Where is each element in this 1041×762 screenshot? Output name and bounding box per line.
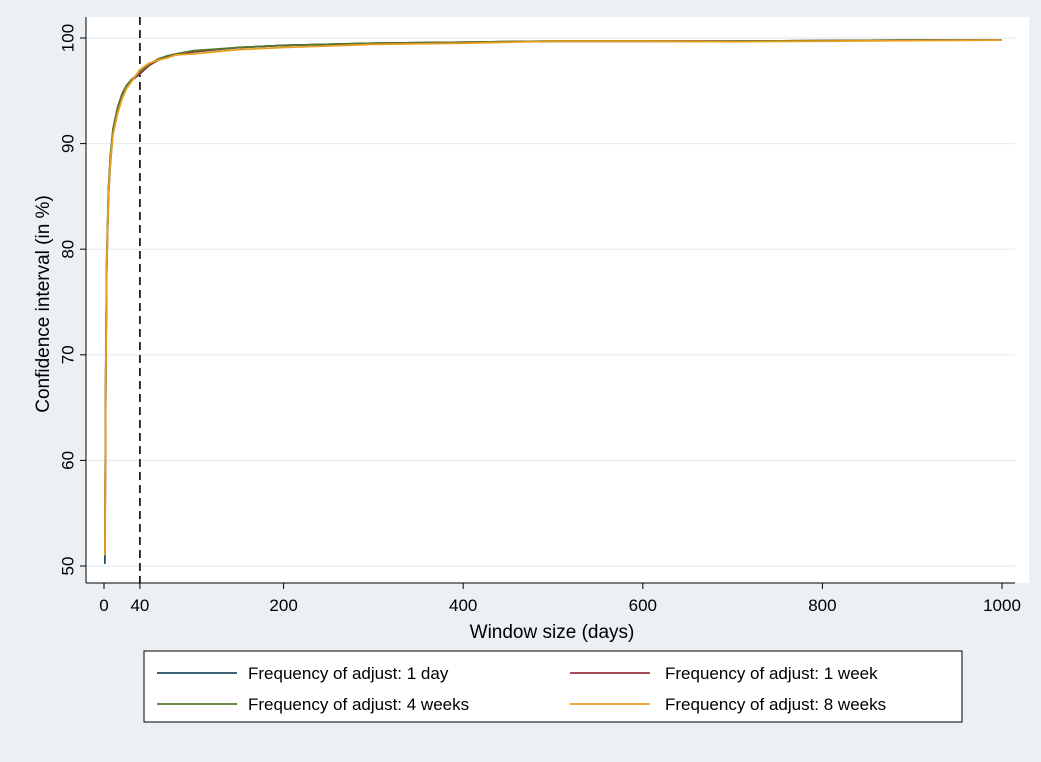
- legend-label: Frequency of adjust: 1 week: [665, 664, 878, 683]
- y-axis-label: Confidence interval (in %): [33, 195, 54, 413]
- plot-background: [86, 17, 1029, 583]
- y-tick-label: 80: [58, 240, 77, 259]
- y-tick-label: 90: [58, 134, 77, 153]
- series-line-4: [104, 39, 1003, 556]
- legend-label: Frequency of adjust: 8 weeks: [665, 695, 886, 714]
- x-tick-label: 800: [808, 596, 836, 615]
- y-tick-label: 70: [58, 345, 77, 364]
- grid-lines: [86, 37, 1015, 567]
- x-tick-label: 0: [99, 596, 108, 615]
- y-tick-label: 100: [58, 24, 77, 52]
- legend-label: Frequency of adjust: 4 weeks: [248, 695, 469, 714]
- x-tick-label: 200: [269, 596, 297, 615]
- x-tick-label: 400: [449, 596, 477, 615]
- y-tick-label: 50: [58, 557, 77, 576]
- y-tick-label: 60: [58, 451, 77, 470]
- legend: Frequency of adjust: 1 day Frequency of a…: [143, 650, 963, 723]
- x-tick-label: 1000: [983, 596, 1021, 615]
- x-tick-label: 40: [130, 596, 149, 615]
- series-group: [104, 39, 1003, 564]
- legend-label: Frequency of adjust: 1 day: [248, 664, 449, 683]
- x-tick-label: 600: [629, 596, 657, 615]
- x-axis-label: Window size (days): [470, 622, 635, 643]
- legend-box: [143, 650, 963, 723]
